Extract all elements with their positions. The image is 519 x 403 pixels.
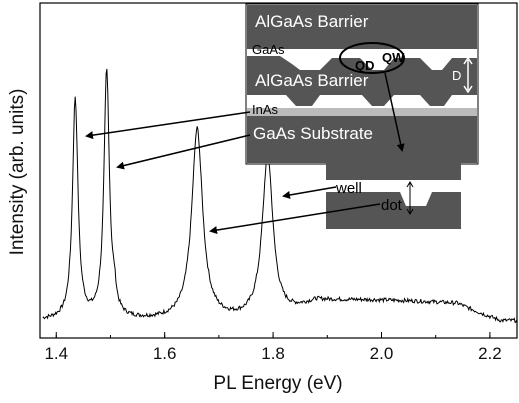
- x-tick-label: 1.4: [44, 344, 68, 363]
- x-axis-label: PL Energy (eV): [213, 373, 342, 394]
- well-peak-arrow: [282, 186, 337, 199]
- x-tick-label: 1.8: [261, 344, 285, 363]
- qd-label: QD: [355, 58, 375, 73]
- barrier-mid-label: AlGaAs Barrier: [255, 71, 369, 90]
- inas-label: InAs: [252, 102, 279, 117]
- dot-label: dot: [381, 197, 403, 214]
- structure-inset: AlGaAs Barrier GaAs AlGaAs Barrier InAs …: [245, 3, 479, 165]
- gaas-label: GaAs: [252, 42, 285, 57]
- barrier-mid-layer: [247, 80, 477, 106]
- inas-layer: [247, 108, 477, 116]
- y-axis-label: Intensity (arb. units): [7, 89, 28, 256]
- barrier-top-label: AlGaAs Barrier: [255, 12, 369, 31]
- x-tick-label: 2.0: [370, 344, 394, 363]
- zoom-well-top: [326, 154, 461, 180]
- x-axis: 1.4 1.6 1.8 2.0 2.2: [44, 332, 502, 363]
- zoom-arrow: [384, 72, 405, 152]
- d-label: D: [452, 68, 461, 83]
- spectrum-line: [42, 68, 518, 324]
- qw-label: QW: [382, 50, 405, 65]
- barrier-top-layer: [247, 5, 477, 49]
- x-tick-label: 2.2: [478, 344, 502, 363]
- qd-qw-ellipse: [339, 42, 405, 74]
- substrate-peak-arrow: [116, 134, 251, 170]
- well-label: well: [335, 180, 362, 197]
- dot-peak-arrow: [209, 203, 381, 235]
- plot-frame: [39, 2, 518, 339]
- substrate-label: GaAs Substrate: [253, 124, 373, 143]
- dot-layer: [247, 56, 477, 80]
- x-tick-label: 1.6: [153, 344, 177, 363]
- d-dimension-arrows: [463, 56, 473, 94]
- inas-peak-arrow: [85, 111, 251, 140]
- dot-dimension-arrows: [406, 181, 414, 215]
- zoom-dot-layer: [326, 192, 461, 229]
- zoom-inset: well dot: [326, 154, 461, 229]
